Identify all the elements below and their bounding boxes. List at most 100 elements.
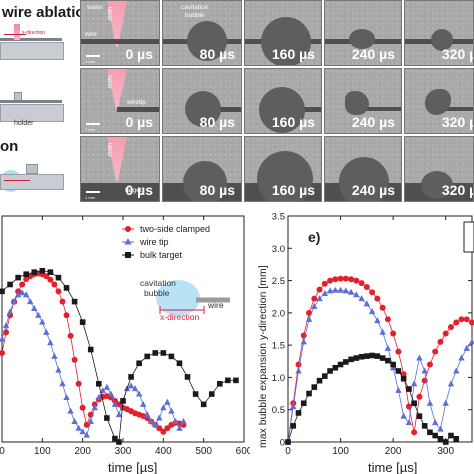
data-point [353, 291, 360, 298]
data-point [14, 291, 22, 298]
data-point [353, 277, 360, 284]
series-line [287, 355, 457, 443]
data-point [458, 354, 465, 361]
x-tick-label: 0 [285, 446, 291, 457]
schematic-panel: wire ablation x-direction holder on [0, 0, 94, 200]
data-point [384, 316, 391, 323]
data-point [432, 432, 438, 439]
legend-wire-tip: wire tip [139, 237, 169, 247]
inset-cavitation: cavitation [140, 278, 176, 288]
data-point [395, 368, 402, 374]
data-point [131, 385, 139, 392]
data-point [59, 298, 66, 305]
wiretip-label: wiretip [127, 99, 146, 106]
data-point [369, 352, 375, 359]
frame-r3-c3: 160 µs [244, 136, 322, 202]
y-tick-label: 2.0 [272, 308, 285, 319]
wire-label: wire [85, 31, 97, 38]
data-point [385, 357, 391, 364]
x-tick-label: 0 [0, 446, 5, 457]
legend-bulk: bulk target [140, 250, 183, 260]
frame-r2-c3: 160 µs [244, 68, 322, 134]
data-point [421, 423, 428, 429]
data-point [71, 298, 78, 305]
data-point [311, 384, 318, 390]
data-point [337, 286, 344, 293]
x-tick-label: 300 [437, 446, 454, 457]
y-tick-label: 1.5 [272, 341, 285, 352]
data-point [437, 425, 444, 432]
data-point [432, 419, 439, 426]
x-tick-label: 200 [74, 446, 91, 457]
data-point [217, 380, 223, 387]
data-point [47, 339, 54, 346]
data-point [107, 390, 115, 397]
inset-bubble: bubble [144, 288, 170, 298]
data-point [208, 391, 215, 397]
data-point [184, 374, 191, 380]
data-point [463, 316, 470, 323]
data-point [144, 411, 151, 418]
legend-marker-two-side [125, 226, 131, 232]
frame-r3-c1: laser target 1 mm 0 µs [80, 136, 160, 202]
data-point [23, 271, 29, 278]
data-point [437, 338, 444, 345]
data-point [148, 417, 155, 424]
frame-r3-c4: 240 µs [324, 136, 402, 202]
data-point [311, 302, 318, 309]
data-point [305, 315, 313, 322]
direction-label: x-direction [22, 30, 46, 36]
data-point [363, 284, 370, 291]
time-label: 160 µs [271, 46, 315, 62]
data-point [83, 431, 90, 438]
frame-r3-c2: 80 µs [162, 136, 242, 202]
data-point [300, 400, 307, 407]
data-point [63, 312, 70, 319]
x-tick-label: 300 [115, 446, 132, 457]
schematic-bulk-target [0, 158, 66, 200]
data-point [120, 398, 126, 404]
data-point [453, 435, 460, 442]
data-point [87, 346, 94, 353]
data-point [332, 286, 339, 293]
legend-e-edge [463, 221, 474, 253]
data-point [337, 275, 344, 282]
schematic-title-wire-ablation: wire ablation [2, 4, 94, 21]
data-point [23, 291, 30, 298]
data-point [442, 439, 449, 445]
time-label: 160 µs [271, 182, 315, 198]
data-point [405, 419, 413, 426]
data-point [31, 304, 38, 311]
frame-r2-c1: laser wiretip 1 mm 0 µs [80, 68, 160, 134]
data-point [327, 277, 334, 284]
data-point [168, 353, 175, 360]
y-tick-label: 0 [280, 438, 285, 449]
data-point [290, 423, 297, 429]
data-point [400, 375, 407, 382]
data-point [453, 367, 460, 374]
data-point [369, 289, 376, 296]
data-point [411, 429, 418, 436]
data-point [79, 404, 86, 411]
data-point [321, 289, 328, 296]
frame-r2-c5: 320 µs [404, 68, 474, 134]
data-point [447, 324, 454, 331]
data-point [363, 300, 371, 307]
time-label: 240 µs [351, 114, 395, 130]
data-point [233, 377, 239, 384]
y-tick-label: 3.5 [272, 212, 285, 223]
data-point [192, 391, 199, 397]
data-point [91, 404, 98, 411]
data-point [115, 411, 123, 418]
data-point [410, 380, 418, 387]
legend-marker-wire-tip [124, 238, 132, 245]
data-point [453, 319, 460, 326]
data-point [332, 364, 339, 371]
data-point [15, 274, 21, 281]
data-point [63, 285, 70, 291]
data-point [400, 371, 407, 378]
data-point [379, 355, 386, 361]
data-point [225, 377, 231, 384]
data-point [447, 380, 455, 387]
data-point [421, 367, 428, 374]
